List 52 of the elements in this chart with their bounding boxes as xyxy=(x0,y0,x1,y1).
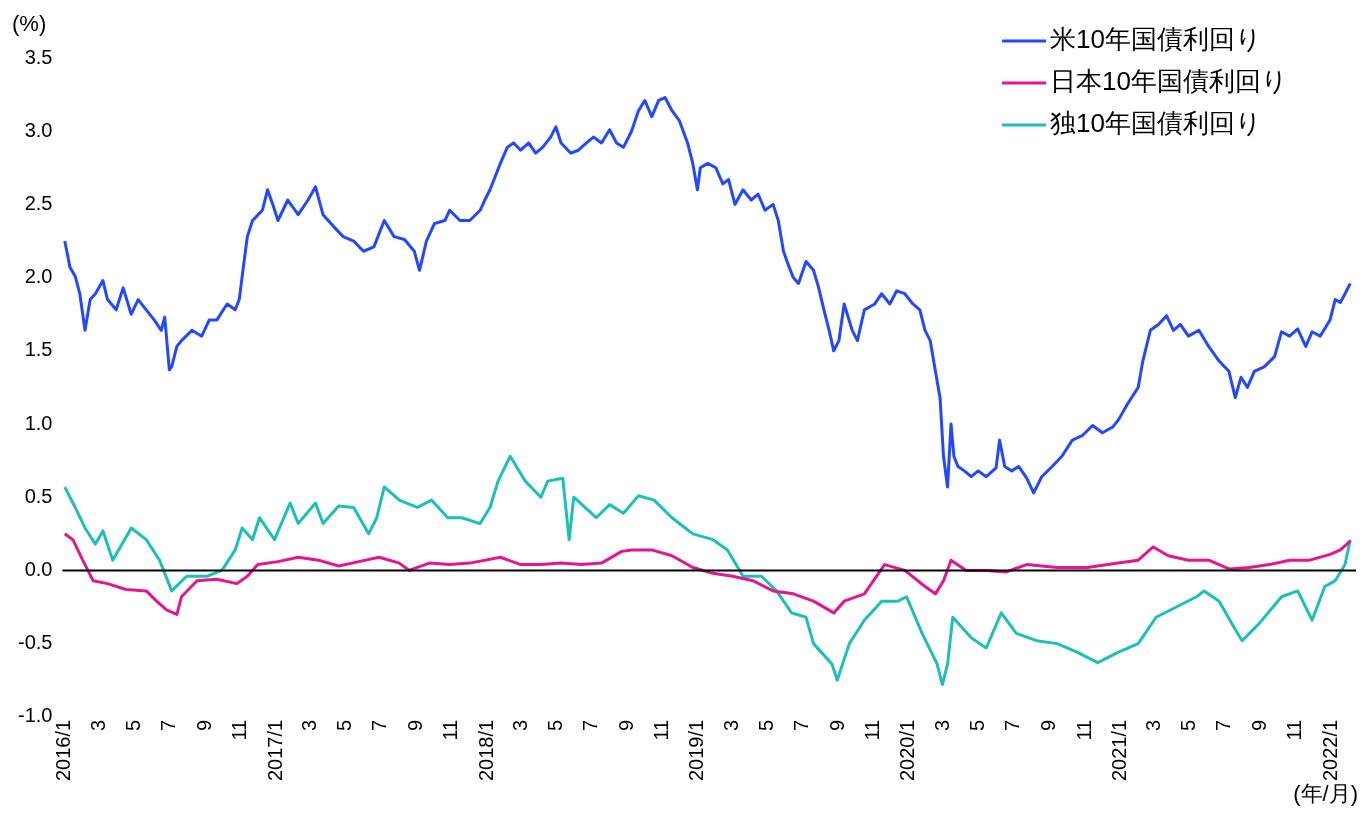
legend-label: 日本10年国債利回り xyxy=(1050,66,1288,97)
x-tick-label: 7 xyxy=(368,719,391,731)
x-tick-label: 3 xyxy=(86,719,109,731)
x-tick-label: 2018/1 xyxy=(474,719,497,781)
x-tick-label: 2017/1 xyxy=(263,719,286,781)
x-tick-label: 7 xyxy=(790,719,813,731)
x-tick-label: 9 xyxy=(1248,719,1271,731)
x-tick-label: 3 xyxy=(297,719,320,731)
x-tick-label: 5 xyxy=(122,719,145,731)
legend-label: 独10年国債利回り xyxy=(1050,108,1262,139)
y-tick-label: 0.0 xyxy=(24,557,53,580)
y-tick-label: -0.5 xyxy=(17,631,53,654)
x-tick-label: 7 xyxy=(157,719,180,731)
x-tick-label: 5 xyxy=(333,719,356,731)
y-tick-label: 1.0 xyxy=(24,411,53,434)
y-tick-label: 2.5 xyxy=(24,191,53,214)
x-tick-label: 9 xyxy=(193,719,216,731)
y-tick-label: 0.5 xyxy=(24,484,53,507)
x-tick-label: 3 xyxy=(508,719,531,731)
x-tick-label: 11 xyxy=(439,719,462,741)
x-tick-label: 9 xyxy=(1037,719,1060,731)
y-axis-title: (%) xyxy=(12,11,47,37)
x-tick-label: 11 xyxy=(861,719,884,741)
x-tick-label: 7 xyxy=(579,719,602,731)
x-tick-label: 3 xyxy=(1141,719,1164,731)
x-tick-label: 7 xyxy=(1001,719,1024,731)
x-tick-label: 5 xyxy=(543,719,566,731)
y-tick-label: 2.0 xyxy=(24,265,53,288)
x-tick-label: 9 xyxy=(404,719,427,731)
x-tick-label: 5 xyxy=(966,719,989,731)
x-tick-label: 11 xyxy=(1283,719,1306,741)
x-tick-label: 9 xyxy=(615,719,637,731)
y-tick-label: 3.5 xyxy=(24,45,53,68)
x-tick-label: 5 xyxy=(754,719,777,731)
x-tick-label: 7 xyxy=(1212,719,1235,731)
legend-label: 米10年国債利回り xyxy=(1050,24,1262,55)
y-tick-label: -1.0 xyxy=(17,704,53,727)
x-tick-label: 11 xyxy=(1072,719,1095,741)
x-tick-label: 2016/1 xyxy=(52,719,75,781)
x-tick-label: 2021/1 xyxy=(1107,719,1130,781)
x-tick-label: 2019/1 xyxy=(685,719,708,781)
y-tick-label: 1.5 xyxy=(24,338,53,361)
x-tick-label: 3 xyxy=(931,719,954,731)
x-tick-label: 9 xyxy=(825,719,848,731)
y-tick-label: 3.0 xyxy=(24,118,53,141)
x-tick-label: 11 xyxy=(228,719,251,741)
x-tick-label: 2022/1 xyxy=(1318,719,1341,781)
x-tick-label: 5 xyxy=(1177,719,1200,731)
x-tick-label: 2020/1 xyxy=(896,719,919,781)
x-tick-label: 11 xyxy=(650,719,673,741)
x-tick-label: 3 xyxy=(719,719,742,731)
x-axis-title: (年/月) xyxy=(1293,781,1358,807)
